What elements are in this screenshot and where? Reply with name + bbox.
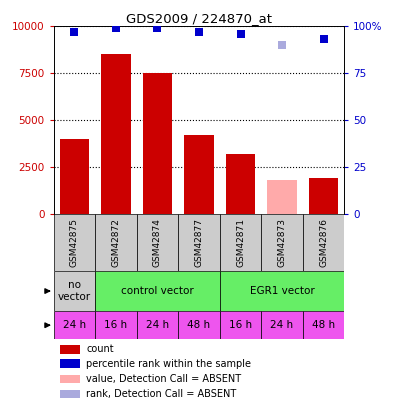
Text: 24 h: 24 h: [146, 320, 169, 330]
Bar: [303, 214, 344, 271]
Bar: [95, 271, 220, 311]
Text: value, Detection Call = ABSENT: value, Detection Call = ABSENT: [86, 374, 241, 384]
Text: no
vector: no vector: [58, 280, 91, 302]
Bar: [308, 178, 338, 214]
Bar: [220, 311, 261, 339]
Text: GSM42875: GSM42875: [70, 218, 79, 267]
Bar: [137, 214, 178, 271]
Point: [71, 29, 78, 35]
Text: GSM42872: GSM42872: [111, 218, 121, 267]
Bar: [267, 180, 297, 214]
Text: GSM42877: GSM42877: [195, 218, 203, 267]
Bar: [54, 214, 95, 271]
Text: 16 h: 16 h: [104, 320, 127, 330]
Bar: [220, 271, 344, 311]
Text: 24 h: 24 h: [271, 320, 294, 330]
Point: [196, 29, 202, 35]
Bar: [60, 139, 90, 214]
Text: rank, Detection Call = ABSENT: rank, Detection Call = ABSENT: [86, 389, 236, 399]
Bar: [261, 214, 303, 271]
Text: control vector: control vector: [121, 286, 194, 296]
Bar: [101, 55, 131, 214]
Bar: [184, 135, 214, 214]
Point: [154, 25, 161, 32]
Text: 24 h: 24 h: [63, 320, 86, 330]
Text: GSM42873: GSM42873: [277, 218, 287, 267]
Text: GSM42874: GSM42874: [153, 218, 162, 267]
Bar: [60, 390, 80, 398]
Bar: [60, 345, 80, 354]
Bar: [261, 311, 303, 339]
Bar: [178, 311, 220, 339]
Text: GSM42876: GSM42876: [319, 218, 328, 267]
Bar: [54, 271, 95, 311]
Text: GSM42871: GSM42871: [236, 218, 245, 267]
Text: percentile rank within the sample: percentile rank within the sample: [86, 358, 251, 369]
Bar: [54, 311, 95, 339]
Point: [279, 42, 285, 48]
Title: GDS2009 / 224870_at: GDS2009 / 224870_at: [126, 12, 272, 25]
Text: 16 h: 16 h: [229, 320, 252, 330]
Point: [113, 25, 119, 32]
Bar: [60, 359, 80, 368]
Text: EGR1 vector: EGR1 vector: [250, 286, 314, 296]
Bar: [226, 154, 256, 214]
Point: [237, 31, 244, 37]
Bar: [178, 214, 220, 271]
Point: [320, 36, 327, 43]
Bar: [95, 311, 137, 339]
Bar: [95, 214, 137, 271]
Text: count: count: [86, 345, 114, 354]
Text: 48 h: 48 h: [312, 320, 335, 330]
Bar: [303, 311, 344, 339]
Bar: [142, 73, 172, 214]
Bar: [137, 311, 178, 339]
Bar: [220, 214, 261, 271]
Bar: [60, 375, 80, 383]
Text: 48 h: 48 h: [187, 320, 211, 330]
